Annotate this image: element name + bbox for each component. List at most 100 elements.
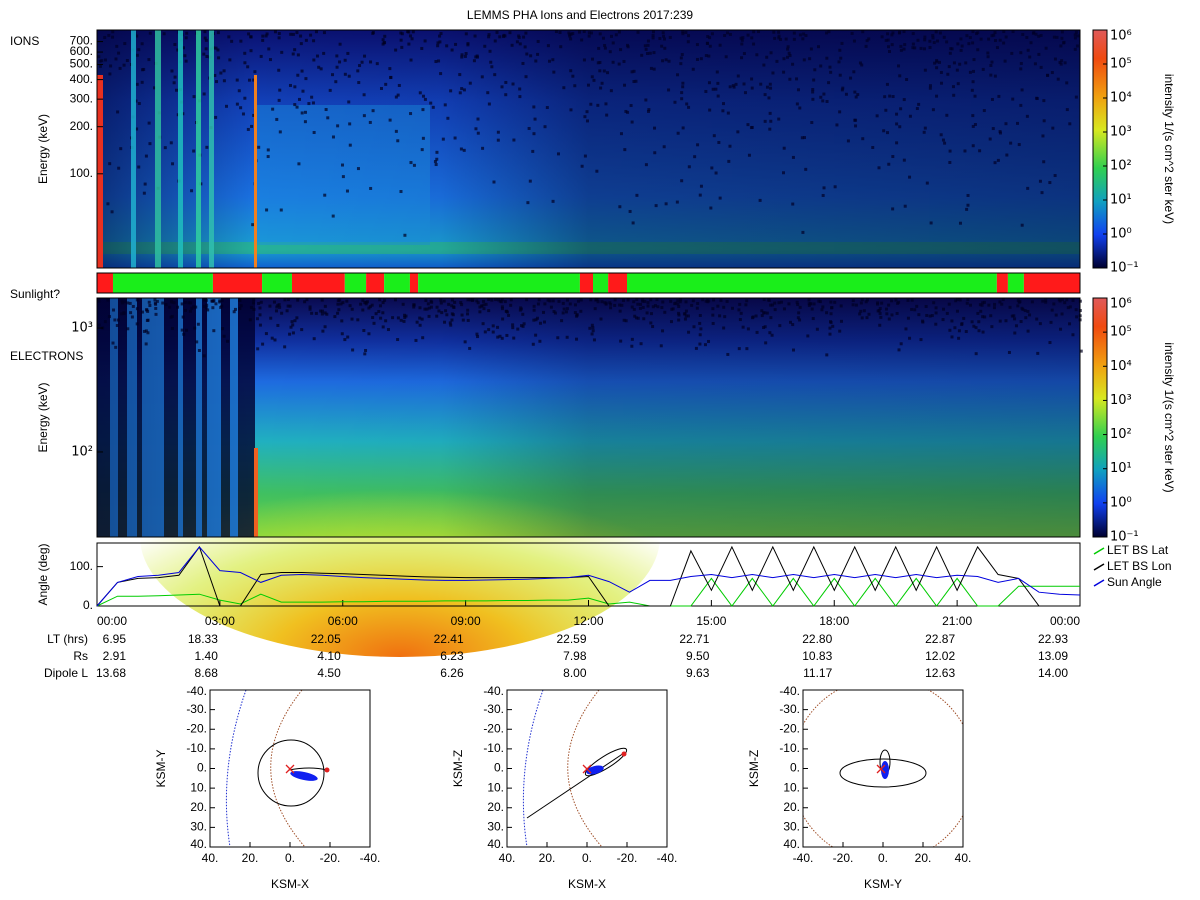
sunlight-segment [291,273,345,293]
x-tick-label: 20. [539,851,556,865]
ephemeris-value: 22.41 [434,632,464,646]
colorbar-tick-label: 10¹ [1110,193,1132,208]
ephemeris-value: 14.00 [1038,666,1068,680]
start-marker [285,764,295,774]
ephemeris-value: 7.98 [563,649,587,663]
magnetopause [522,690,544,847]
trajectory-day [881,761,889,779]
ephemeris-value: 1.40 [195,649,219,663]
ephemeris-value: 6.95 [103,632,127,646]
sunlight-segment [366,273,385,293]
legend-swatch [1093,579,1105,587]
ephemeris-label: Rs [73,649,88,663]
x-tick-label: -40. [657,851,678,865]
y-tick-label: -20. [779,721,800,735]
colorbar-tick-label: 10⁰ [1110,227,1132,242]
ephemeris-value: 4.50 [317,666,341,680]
spectrogram-shade [97,298,1080,537]
colorbar-tick-label: 10⁰ [1110,495,1132,510]
legend-swatch [1093,563,1105,571]
x-tick-label: -20. [320,851,341,865]
ephemeris-value: 4.10 [317,649,341,663]
colorbar-tick-label: 10⁶ [1110,29,1132,44]
angle-line [96,546,1081,607]
spectrogram-image [97,30,1080,268]
end-marker [621,751,627,757]
panel-label: IONS [10,34,39,48]
spectrogram-stripe [196,30,201,268]
trajectory-day [290,771,318,781]
x-tick-label: 40. [499,851,516,865]
ephemeris-value: 22.93 [1038,632,1068,646]
y-axis-label: KSM-Z [747,750,761,787]
x-tick-label: 40. [955,851,972,865]
x-tick-label: 09:00 [451,614,481,628]
sunlight-segment [384,273,410,293]
y-tick-label: -20. [483,721,504,735]
y-tick-label: 20. [190,800,207,814]
plot-frame [96,297,1081,538]
y-tick-label: 0. [83,598,93,612]
spectrogram-stripe [209,30,214,268]
y-tick-label: -20. [186,721,207,735]
y-tick-label: -10. [186,741,207,755]
sunlight-segment [212,273,263,293]
y-tick-label: 200. [70,119,93,133]
colorbar-tick-label: 10⁵ [1110,325,1132,340]
sunlight-segment [1023,273,1080,293]
ephemeris-value: 11.17 [803,666,832,680]
x-tick-label: -40. [360,851,381,865]
y-tick-label: 400. [70,72,93,86]
spectrogram-stripe [254,448,258,537]
orbit-drawing [225,690,330,847]
colorbar [1092,297,1108,538]
sunlight-segment [579,273,594,293]
y-tick-label: 500. [70,57,93,71]
ephemeris-value: 9.63 [686,666,710,680]
x-axis-label: KSM-Y [864,877,902,891]
colorbar [1092,29,1108,269]
ephemeris-label: LT (hrs) [47,632,88,646]
x-tick-label: 15:00 [696,614,726,628]
sunlight-segment [996,273,1008,293]
y-tick-label: 0. [790,761,800,775]
ephemeris-value: 10.83 [802,649,832,663]
y-tick-label: 10² [71,444,93,459]
y-tick-label: 30. [487,820,504,834]
bow-shock [567,690,603,847]
ephemeris-value: 8.00 [563,666,587,680]
x-tick-label: 0. [582,851,592,865]
y-tick-label: 600. [70,44,93,58]
y-tick-label: -40. [186,684,207,698]
orbit-drawing [803,690,963,847]
y-tick-label: -40. [483,684,504,698]
sunlight-segment [418,273,580,293]
y-tick-label: -10. [483,741,504,755]
ephemeris-value: 18.33 [188,632,218,646]
y-tick-label: 20. [487,800,504,814]
ephemeris-value: 13.68 [96,666,126,680]
y-tick-label: 700. [70,34,93,48]
spectrogram-stripe [155,30,161,268]
colorbar-tick-label: 10⁻¹ [1110,530,1139,545]
panel-label: Sunlight? [10,287,60,301]
colorbar-tick-label: 10⁴ [1110,91,1132,106]
sunlight-segment [608,273,628,293]
trajectory [288,767,328,771]
spectrogram-shade [97,30,1080,268]
y-tick-label: 100. [70,559,93,573]
colorbar-label: intensity 1/(s cm^2 ster keV) [1162,342,1176,492]
colorbar-tick-label: 10³ [1110,393,1132,408]
ephemeris-value: 13.09 [1038,649,1068,663]
spectrogram-stripe [178,30,183,268]
angle-line [96,577,1080,607]
y-tick-label: 0. [197,761,207,775]
trajectory [526,752,625,819]
start-marker [582,764,592,774]
y-tick-label: 100. [70,166,93,180]
y-axis-label: Energy (keV) [36,382,50,452]
bow-shock [270,690,306,847]
x-tick-label: 03:00 [205,614,235,628]
ephemeris-value: 22.59 [556,632,586,646]
